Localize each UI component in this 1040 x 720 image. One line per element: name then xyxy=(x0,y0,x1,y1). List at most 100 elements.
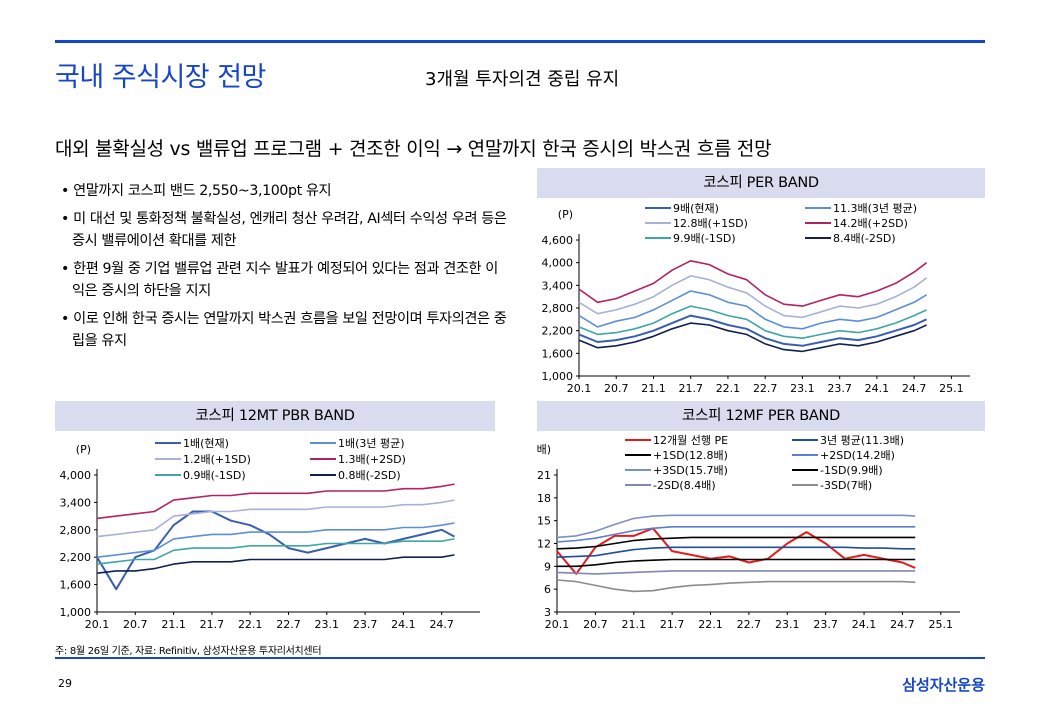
legend-label: 1.3배(+2SD) xyxy=(338,453,406,466)
legend-label: 3년 평균(11.3배) xyxy=(820,434,904,447)
series-line xyxy=(96,554,455,574)
x-tick-label: 23.1 xyxy=(775,618,800,631)
x-tick-label: 22.1 xyxy=(716,382,741,395)
y-tick-label: 12 xyxy=(537,538,551,551)
x-tick-label: 20.1 xyxy=(545,618,570,631)
y-axis-unit: (배) xyxy=(537,443,551,456)
y-tick-label: 3,400 xyxy=(60,496,92,509)
x-tick-label: 25.1 xyxy=(939,382,964,395)
series-line xyxy=(556,536,916,550)
y-tick-label: 9 xyxy=(544,560,551,573)
x-tick-label: 21.7 xyxy=(200,618,225,631)
x-tick-label: 22.7 xyxy=(737,618,762,631)
y-tick-label: 1,600 xyxy=(60,579,92,592)
bullet-item: 미 대선 및 통화정책 불확실성, 엔캐리 청산 우려감, AI섹터 수익성 우… xyxy=(58,208,508,252)
legend-label: 0.8배(-2SD) xyxy=(338,469,401,482)
legend-label: 11.3배(3년 평균) xyxy=(833,202,917,215)
y-tick-label: 4,000 xyxy=(542,257,574,270)
x-tick-label: 22.1 xyxy=(698,618,723,631)
x-tick-label: 21.1 xyxy=(161,618,186,631)
legend-label: 1배(3년 평균) xyxy=(338,437,405,450)
series-line xyxy=(578,305,927,339)
x-tick-label: 24.7 xyxy=(902,382,927,395)
legend-label: 9배(현재) xyxy=(673,202,719,215)
bullet-list: 연말까지 코스피 밴드 2,550~3,100pt 유지 미 대선 및 통화정책… xyxy=(58,180,508,358)
legend-label: +3SD(15.7배) xyxy=(653,464,728,477)
footnote: 주: 8월 26일 기준, 자료: Refinitiv, 삼성자산운용 투자리서… xyxy=(55,646,322,657)
x-tick-label: 21.1 xyxy=(641,382,666,395)
legend-label: 9.9배(-1SD) xyxy=(673,232,736,245)
page-title: 국내 주식시장 전망 xyxy=(55,62,266,93)
x-tick-label: 24.1 xyxy=(391,618,416,631)
per-band-title: 코스피 PER BAND xyxy=(537,168,985,198)
x-tick-label: 24.7 xyxy=(429,618,454,631)
series-line xyxy=(556,579,916,593)
bullet-item: 한편 9월 중 기업 밸류업 관련 지수 발표가 예정되어 있다는 점과 견조한… xyxy=(58,258,508,302)
series-line xyxy=(578,314,928,347)
series-line xyxy=(578,259,928,307)
x-tick-label: 21.7 xyxy=(660,618,685,631)
x-tick-label: 21.1 xyxy=(622,618,647,631)
legend-label: 0.9배(-1SD) xyxy=(183,469,246,482)
y-tick-label: 4,000 xyxy=(60,469,92,482)
y-tick-label: 1,000 xyxy=(60,606,92,619)
per-band-chart: (P) 1,000 1,600 2,200 2,800 3,400 4,000 4,600 20… xyxy=(542,202,970,395)
x-tick-label: 22.7 xyxy=(276,618,301,631)
page-subtitle: 3개월 투자의견 중립 유지 xyxy=(425,69,620,90)
x-tick-label: 20.1 xyxy=(85,618,110,631)
series-line xyxy=(578,275,928,319)
legend-label: 12개월 선행 PE xyxy=(653,434,728,447)
x-tick-label: 24.1 xyxy=(852,618,877,631)
headline: 대외 불확실성 vs 밸류업 프로그램 + 견조한 이익 → 연말까지 한국 증… xyxy=(55,138,772,160)
pbr-band-title: 코스피 12MT PBR BAND xyxy=(55,401,495,431)
series-line xyxy=(96,522,455,558)
page-number: 29 xyxy=(58,677,72,690)
per12mf-band-chart: (배) 3 6 9 12 15 18 21 20.1 20.7 21.1 21.7 22.1 22.7 23… xyxy=(537,434,960,631)
x-tick-label: 24.1 xyxy=(865,382,890,395)
bullet-item: 이로 인해 한국 증시는 연말까지 박스권 흐름을 보일 전망이며 투자의견은 … xyxy=(58,308,508,352)
series-line xyxy=(578,290,928,330)
per12mf-band-title: 코스피 12MF PER BAND xyxy=(537,401,985,431)
legend-label: 1배(현재) xyxy=(183,437,229,450)
x-tick-label: 22.1 xyxy=(238,618,263,631)
series-line xyxy=(96,538,455,565)
y-tick-label: 18 xyxy=(537,492,551,505)
y-tick-label: 6 xyxy=(544,583,551,596)
series-line xyxy=(556,526,916,543)
series-line xyxy=(557,558,916,568)
x-tick-label: 23.1 xyxy=(790,382,815,395)
y-tick-label: 15 xyxy=(537,515,551,528)
x-tick-label: 23.7 xyxy=(827,382,852,395)
legend-label: -2SD(8.4배) xyxy=(653,479,716,492)
brand-logo: 삼성자산운용 xyxy=(902,676,985,694)
series-line xyxy=(556,570,916,575)
series-line xyxy=(578,322,927,353)
x-tick-label: 20.7 xyxy=(123,618,148,631)
y-tick-label: 2,200 xyxy=(542,325,574,338)
series-line xyxy=(556,546,916,558)
y-tick-label: 2,800 xyxy=(542,302,574,315)
y-axis-unit: (P) xyxy=(76,443,91,456)
x-tick-label: 22.7 xyxy=(753,382,778,395)
y-tick-label: 1,000 xyxy=(542,370,574,383)
legend-label: -1SD(9.9배) xyxy=(820,464,883,477)
x-tick-label: 23.1 xyxy=(315,618,340,631)
x-tick-label: 25.1 xyxy=(929,618,954,631)
series-line xyxy=(96,510,455,591)
y-tick-label: 2,800 xyxy=(60,524,92,537)
legend-label: 14.2배(+2SD) xyxy=(833,217,908,230)
y-axis-unit: (P) xyxy=(558,208,573,221)
legend-label: 1.2배(+1SD) xyxy=(183,453,251,466)
y-tick-label: 1,600 xyxy=(542,347,574,360)
series-line xyxy=(96,483,455,520)
legend-label: 12.8배(+1SD) xyxy=(673,217,748,230)
x-tick-label: 23.7 xyxy=(353,618,378,631)
legend-label: 8.4배(-2SD) xyxy=(833,232,896,245)
x-tick-label: 24.7 xyxy=(890,618,915,631)
x-tick-label: 21.7 xyxy=(678,382,703,395)
bullet-item: 연말까지 코스피 밴드 2,550~3,100pt 유지 xyxy=(58,180,508,202)
legend-label: +1SD(12.8배) xyxy=(653,449,728,462)
y-tick-label: 3,400 xyxy=(542,279,574,292)
x-tick-label: 20.1 xyxy=(567,382,592,395)
pbr-band-chart: (P) 1,000 1,600 2,200 2,800 3,400 4,000 20.1 20.… xyxy=(60,437,480,631)
